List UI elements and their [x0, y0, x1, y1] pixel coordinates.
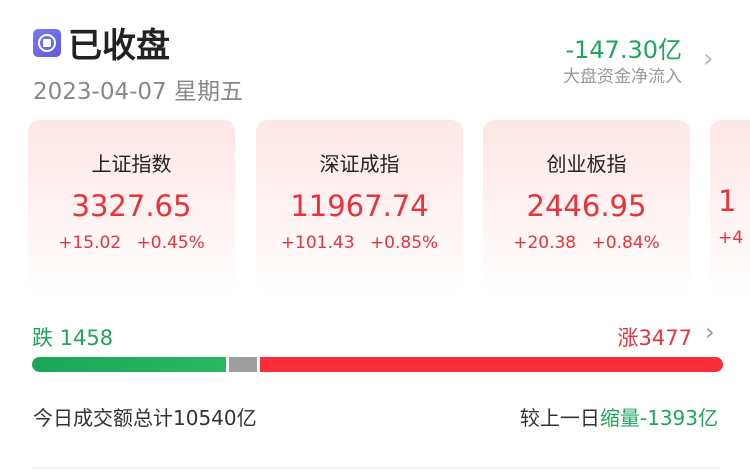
- index-card[interactable]: 创业板指 2446.95 +20.38 +0.84%: [483, 120, 690, 295]
- index-change: +101.43 +0.85%: [256, 233, 463, 253]
- index-name: 上证指数: [91, 152, 172, 176]
- market-closed-icon: [33, 29, 61, 57]
- date: 2023-04-07: [33, 79, 167, 105]
- up-label: 涨: [617, 326, 639, 350]
- index-card[interactable]: 1 +4: [710, 120, 750, 295]
- chevron-right-icon[interactable]: ›: [705, 318, 715, 346]
- compare-value: -1393亿: [639, 406, 718, 430]
- flat-bar: [229, 357, 257, 372]
- change-percent: +0.84%: [591, 233, 660, 253]
- index-value: 3327.65: [71, 189, 192, 223]
- index-change: +4: [710, 228, 750, 248]
- compare-word: 缩量: [599, 406, 640, 430]
- advancers-count[interactable]: 涨3477: [618, 322, 692, 352]
- decliners-bar: [32, 357, 227, 372]
- turnover-total: 今日成交额总计10540亿: [33, 406, 257, 430]
- change-percent: +0.85%: [369, 233, 439, 253]
- index-name: 深证成指: [319, 152, 400, 176]
- index-card[interactable]: 上证指数 3327.65 +15.02 +0.45%: [28, 120, 235, 295]
- change-points: +15.02: [58, 233, 122, 253]
- date-label: 2023-04-07 星期五: [33, 72, 243, 106]
- market-status-title: 已收盘: [68, 26, 170, 66]
- weekday: 星期五: [173, 79, 243, 105]
- advancers-bar: [259, 357, 723, 372]
- decliners-count[interactable]: 跌 1458: [32, 322, 113, 352]
- index-name: [710, 148, 750, 172]
- index-name: 创业板指: [546, 152, 627, 176]
- index-card[interactable]: 深证成指 11967.74 +101.43 +0.85%: [256, 120, 463, 295]
- index-change: +15.02 +0.45%: [28, 233, 235, 253]
- chevron-right-icon[interactable]: ›: [703, 44, 714, 74]
- divider: [32, 467, 720, 469]
- index-change: +20.38 +0.84%: [483, 233, 690, 253]
- compare-prefix: 较上一日: [519, 406, 600, 430]
- index-value: 1: [718, 184, 737, 218]
- change-points: +4: [718, 228, 744, 248]
- change-percent: +0.45%: [136, 233, 205, 253]
- up-value: 3477: [638, 326, 692, 350]
- index-value: 2446.95: [526, 189, 647, 223]
- index-value: 11967.74: [290, 189, 429, 223]
- turnover-compare: 较上一日缩量-1393亿: [520, 402, 718, 431]
- change-points: +20.38: [513, 233, 577, 253]
- change-points: +101.43: [280, 233, 355, 253]
- net-flow-label[interactable]: 大盘资金净流入: [563, 67, 682, 87]
- down-label: 跌: [32, 326, 53, 350]
- net-flow-value[interactable]: -147.30亿: [565, 36, 682, 64]
- down-value: 1458: [59, 326, 114, 350]
